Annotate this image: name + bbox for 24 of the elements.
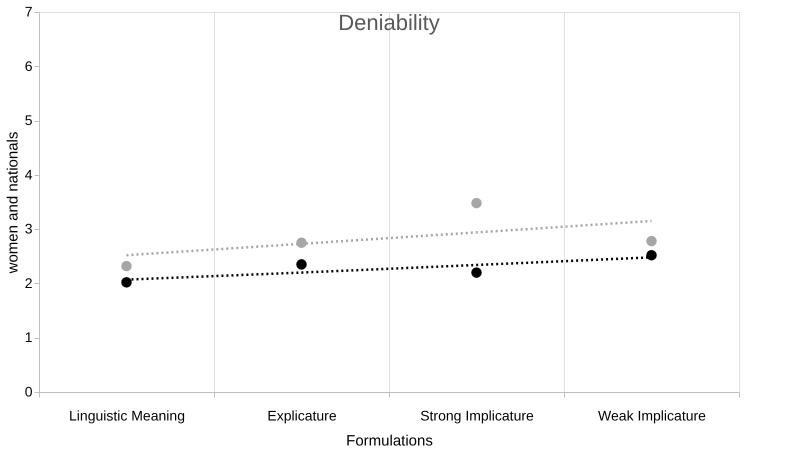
x-tick-label: Strong Implicature [420,408,534,424]
point [121,277,132,288]
point [646,250,657,260]
point [646,236,657,246]
x-axis-title: Formulations [346,432,433,450]
y-axis-title: women and nationals [4,132,22,274]
y-tick-label: 6 [24,58,33,74]
x-tick-label: Weak Implicature [598,408,706,424]
y-tick-label: 7 [24,4,33,20]
line-series [125,220,653,256]
x-tick-label: Linguistic Meaning [69,408,185,424]
y-tick-label: 5 [24,112,33,128]
point [121,260,132,272]
y-tick-label: 4 [24,166,33,182]
point [296,259,307,270]
y-tick-label: 1 [24,329,33,346]
x-tick-label: Explicature [267,408,337,424]
chart-title: Deniability [338,10,440,35]
point [471,198,482,208]
y-tick-label: 2 [24,274,33,291]
y-tick-label: 0 [24,384,33,400]
point [471,267,482,278]
point [296,237,307,248]
y-tick-label: 3 [24,220,33,237]
